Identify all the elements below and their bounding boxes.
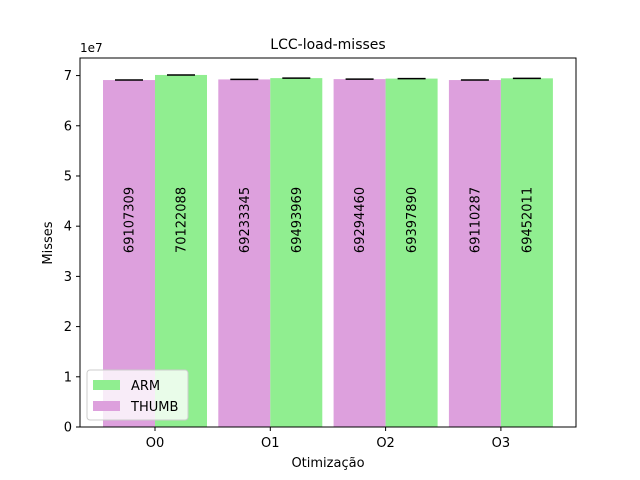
y-tick-label: 1 — [64, 370, 72, 385]
y-tick-label: 3 — [64, 270, 72, 285]
bar-value-label: 69397890 — [405, 187, 420, 253]
bar-arm-o1 — [270, 78, 323, 427]
bar-arm-o2 — [385, 78, 438, 427]
x-tick-label: O2 — [376, 436, 395, 451]
legend-label-arm: ARM — [131, 379, 160, 394]
x-tick-label: O1 — [261, 436, 280, 451]
bar-value-label: 69493969 — [290, 187, 305, 253]
legend-swatch-arm — [93, 380, 120, 390]
bars-layer: 69107309 70122088 69233345 69493969 69294460… — [103, 74, 553, 428]
y-tick-label: 7 — [64, 69, 72, 84]
y-offset-label: 1e7 — [80, 41, 103, 55]
y-tick-label: 6 — [64, 119, 72, 134]
x-tick-label: O0 — [146, 436, 165, 451]
bar-value-label: 70122088 — [175, 187, 190, 253]
bar-thumb-o0 — [103, 80, 155, 427]
bar-thumb-o1 — [218, 79, 271, 427]
legend-swatch-thumb — [93, 401, 120, 411]
legend: ARM THUMB — [86, 369, 189, 421]
y-tick-label: 4 — [64, 220, 72, 235]
y-tick-label: 2 — [64, 320, 72, 335]
bar-value-label: 69233345 — [238, 187, 253, 253]
plot-frame — [79, 57, 577, 428]
chart-title: LCC-load-misses — [270, 37, 385, 53]
bar-value-label: 69452011 — [520, 187, 535, 253]
y-axis-label: Misses — [41, 221, 56, 264]
bar-thumb-o2 — [333, 79, 386, 427]
x-axis-label: Otimização — [291, 456, 364, 471]
bar-thumb-o3 — [448, 80, 501, 428]
bar-arm-o0 — [155, 74, 207, 427]
bar-value-label: 69110287 — [468, 187, 483, 253]
y-tick-label: 0 — [64, 421, 72, 436]
x-tick-label: O3 — [492, 436, 511, 451]
bar-value-label: 69107309 — [123, 187, 138, 253]
bar-value-label: 69294460 — [353, 187, 368, 253]
y-tick-label: 5 — [64, 169, 72, 184]
axes-layer: 0 1 2 3 4 5 6 7 O0 O1 O2 O3 — [64, 57, 577, 451]
bar-arm-o3 — [500, 78, 553, 427]
legend-label-thumb: THUMB — [130, 400, 178, 415]
